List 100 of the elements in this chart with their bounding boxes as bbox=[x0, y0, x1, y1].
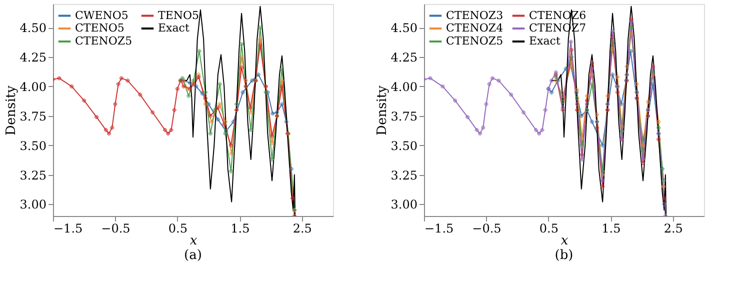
point bbox=[590, 60, 594, 65]
point bbox=[662, 178, 666, 183]
point bbox=[210, 120, 214, 124]
point bbox=[600, 184, 605, 189]
point bbox=[284, 120, 288, 124]
point bbox=[590, 66, 594, 71]
point bbox=[240, 42, 244, 46]
legend-label: CTENOZ5 bbox=[75, 34, 132, 48]
point bbox=[453, 98, 458, 103]
point bbox=[240, 66, 244, 70]
point bbox=[248, 128, 253, 132]
point bbox=[600, 143, 605, 148]
point bbox=[662, 196, 666, 200]
point bbox=[172, 108, 176, 112]
point bbox=[662, 184, 666, 189]
y-tick-label: 3.25 bbox=[20, 168, 46, 182]
point bbox=[230, 152, 234, 156]
point bbox=[218, 82, 222, 86]
point bbox=[641, 161, 646, 165]
point bbox=[275, 110, 279, 114]
point bbox=[280, 102, 284, 106]
point bbox=[550, 78, 554, 83]
point bbox=[258, 43, 262, 48]
legend-label: CTENOZ4 bbox=[446, 22, 504, 34]
point bbox=[270, 112, 275, 116]
point bbox=[600, 178, 605, 183]
point bbox=[629, 26, 634, 30]
point bbox=[575, 102, 580, 106]
point bbox=[574, 90, 578, 94]
point bbox=[228, 169, 233, 174]
point bbox=[222, 122, 226, 126]
point bbox=[289, 166, 294, 171]
point bbox=[290, 196, 295, 200]
point bbox=[234, 102, 239, 106]
point bbox=[580, 143, 584, 148]
point bbox=[585, 98, 590, 103]
point bbox=[57, 76, 62, 80]
point bbox=[610, 29, 615, 34]
point bbox=[240, 90, 245, 94]
point bbox=[540, 128, 544, 132]
point bbox=[270, 140, 274, 145]
point bbox=[569, 55, 574, 59]
point bbox=[560, 106, 565, 110]
point bbox=[203, 96, 208, 100]
point bbox=[634, 82, 639, 86]
point bbox=[188, 80, 192, 85]
point bbox=[208, 114, 212, 118]
point bbox=[656, 126, 661, 130]
point bbox=[575, 108, 580, 112]
point bbox=[560, 100, 565, 104]
point bbox=[107, 132, 111, 136]
point bbox=[590, 72, 594, 77]
point bbox=[94, 115, 99, 120]
point bbox=[428, 76, 432, 80]
point bbox=[656, 120, 661, 124]
point bbox=[568, 40, 573, 44]
point bbox=[224, 129, 228, 134]
point bbox=[169, 128, 174, 132]
point bbox=[550, 90, 554, 94]
y-tick-label: 3.50 bbox=[390, 138, 418, 153]
point bbox=[440, 84, 445, 88]
y-tick-label: 4.25 bbox=[20, 50, 46, 64]
point bbox=[218, 102, 222, 106]
text: (a) bbox=[184, 248, 202, 263]
point bbox=[629, 31, 634, 36]
x-tick-label: 1.5 bbox=[230, 222, 250, 236]
x-tick-label: −1.5 bbox=[424, 222, 454, 236]
point bbox=[650, 64, 655, 68]
y-tick-label: 3.75 bbox=[20, 109, 46, 124]
legend-label: Exact bbox=[158, 22, 190, 34]
point bbox=[481, 126, 486, 130]
text: (b) bbox=[554, 248, 574, 263]
point bbox=[256, 72, 260, 77]
legend-label: CTENO5 bbox=[75, 22, 124, 34]
point bbox=[554, 72, 558, 77]
point bbox=[70, 84, 74, 88]
point bbox=[104, 128, 108, 132]
point bbox=[258, 37, 262, 42]
point bbox=[231, 120, 236, 124]
point bbox=[662, 202, 666, 206]
point bbox=[119, 76, 124, 80]
y-axis-title: Density bbox=[4, 84, 19, 136]
point bbox=[537, 132, 542, 136]
point bbox=[554, 75, 558, 80]
point bbox=[116, 82, 120, 86]
point bbox=[203, 102, 208, 106]
point bbox=[650, 82, 655, 86]
point bbox=[641, 143, 646, 148]
point bbox=[580, 157, 584, 162]
point bbox=[200, 92, 204, 96]
point bbox=[126, 78, 130, 83]
point bbox=[600, 172, 605, 177]
point bbox=[620, 124, 624, 128]
x-tick-label: 2.5 bbox=[664, 222, 683, 236]
point bbox=[478, 132, 482, 136]
point bbox=[616, 90, 620, 94]
point bbox=[182, 84, 186, 88]
y-tick-label: 4.00 bbox=[390, 80, 418, 94]
point bbox=[248, 110, 253, 114]
point bbox=[248, 106, 252, 110]
